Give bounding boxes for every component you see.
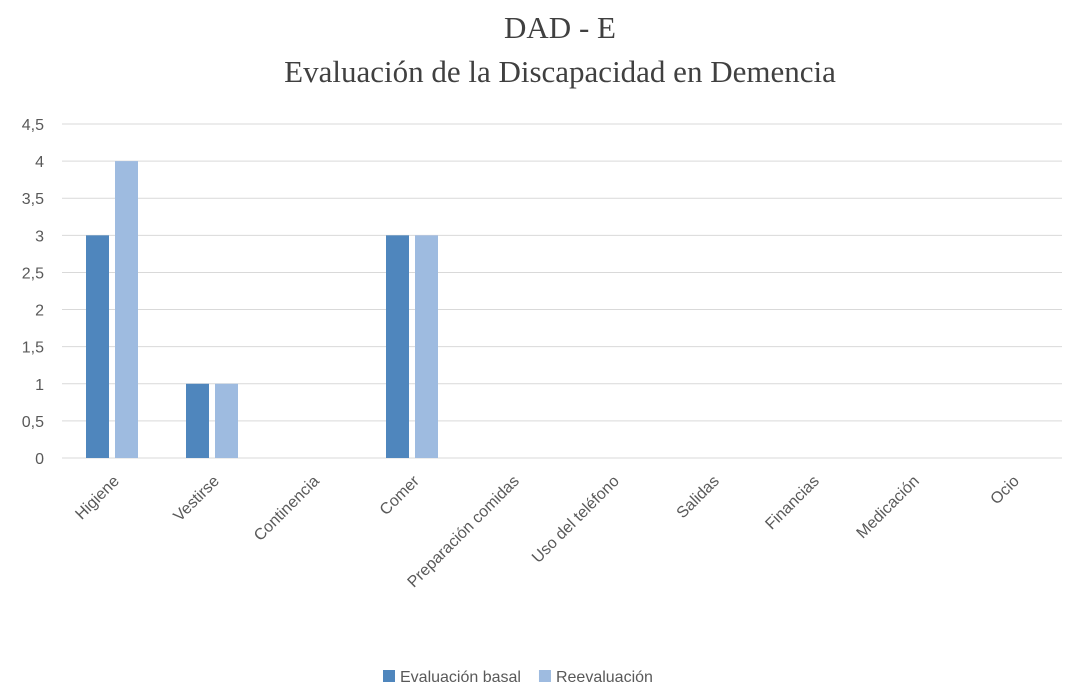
y-tick-label: 4,5	[22, 117, 44, 134]
y-tick-label: 2	[35, 303, 44, 320]
y-tick-label: 3	[35, 228, 44, 245]
y-tick-label: 3,5	[22, 191, 44, 208]
chart-title: DAD - E	[504, 10, 616, 45]
y-tick-label: 4	[35, 154, 44, 171]
y-tick-label: 1,5	[22, 340, 44, 357]
x-tick-label: Medicación	[854, 473, 923, 542]
y-tick-label: 0	[35, 451, 44, 468]
y-tick-label: 0,5	[22, 414, 44, 431]
legend-swatch	[383, 670, 395, 682]
x-tick-label: Preparación comidas	[405, 473, 523, 591]
legend-swatch	[538, 670, 551, 682]
chart-subtitle: Evaluación de la Discapacidad en Demenci…	[284, 54, 836, 89]
y-tick-label: 1	[35, 377, 44, 394]
x-tick-label: Ocio	[988, 473, 1023, 508]
legend-label: Evaluación basal	[400, 669, 521, 686]
x-tick-label: Salidas	[674, 473, 723, 522]
bar	[115, 161, 138, 458]
x-tick-label: Comer	[377, 472, 423, 518]
bar	[86, 235, 109, 458]
x-tick-label: Higiene	[72, 473, 122, 523]
legend-label: Reevaluación	[556, 669, 653, 686]
x-tick-label: Financias	[762, 473, 822, 533]
bar	[415, 235, 438, 458]
bar	[186, 383, 209, 458]
bar	[215, 383, 238, 458]
x-tick-label: Uso del teléfono	[529, 473, 623, 567]
bar	[386, 235, 409, 458]
y-tick-label: 2,5	[22, 265, 44, 282]
x-tick-label: Vestirse	[171, 473, 223, 525]
x-tick-label: Continencia	[251, 473, 323, 545]
